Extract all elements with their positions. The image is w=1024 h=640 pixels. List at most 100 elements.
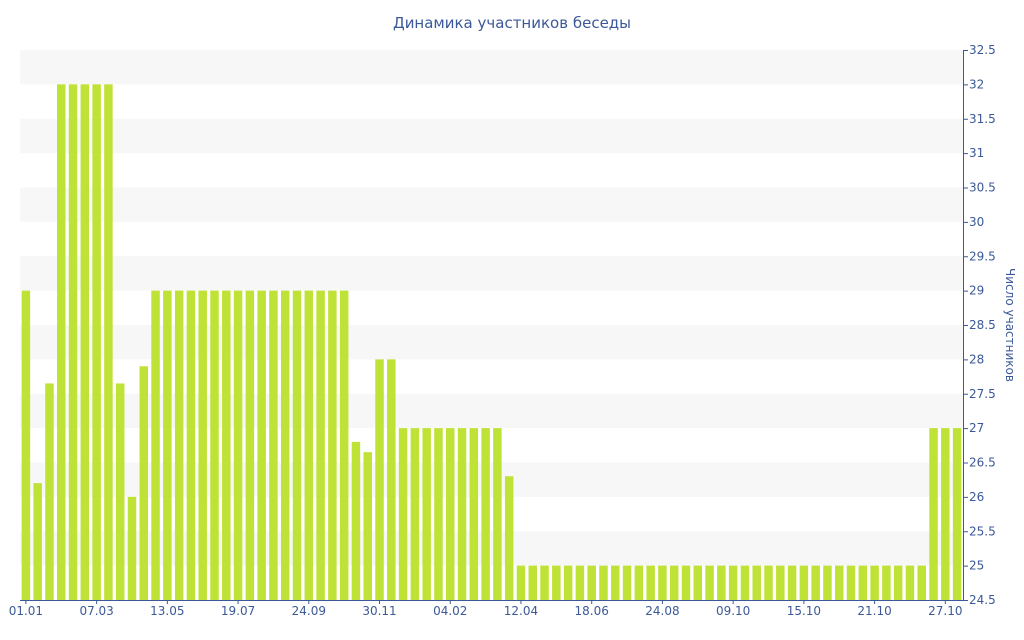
bar [893,565,903,600]
bar [127,496,137,600]
bar [434,428,443,600]
bar [611,565,620,600]
bar [787,565,797,600]
bar [457,428,467,600]
grid-band [20,325,963,360]
bar [339,290,349,600]
y-tick-label: 25 [969,559,984,573]
bar [952,428,962,600]
bar [92,84,101,600]
bar [776,565,785,600]
bar [210,290,219,600]
y-axis-label: Число участников [1003,268,1017,382]
bar [858,565,868,600]
y-tick-label: 24.5 [969,593,996,607]
bar [622,565,632,600]
bar [528,565,537,600]
bar [599,565,608,600]
bar [115,383,125,600]
bar [45,383,54,600]
bar [292,290,302,600]
x-tick-label: 19.07 [221,604,255,618]
bar [717,565,726,600]
bar [469,428,479,600]
grid-band [20,462,963,497]
bar [481,428,490,600]
bar [222,290,231,600]
y-tick-label: 28 [969,352,984,366]
bar [846,565,856,600]
bars [21,84,962,600]
bar [540,565,549,600]
bar [823,565,832,600]
grid-band [20,187,963,222]
bar [446,428,455,600]
bar [351,441,361,600]
bar [917,565,926,600]
x-tick-label: 09.10 [716,604,750,618]
y-tick-label: 27.5 [969,387,996,401]
bar [422,428,431,600]
bar [198,290,207,600]
grid-band [20,393,963,429]
bar [882,565,891,600]
x-tick-label: 07.03 [79,604,113,618]
y-tick-label: 25.5 [969,524,996,538]
y-tick-label: 32.5 [969,43,996,57]
bar [257,290,266,600]
bar [634,565,644,600]
x-tick-label: 21.10 [857,604,891,618]
chart-title: Динамика участников беседы [393,14,631,32]
y-tick-label: 30.5 [969,181,996,195]
bar [870,565,879,600]
x-tick-label: 13.05 [150,604,184,618]
x-tick-label: 24.08 [645,604,679,618]
bar [646,565,655,600]
bar [587,565,596,600]
bar [174,290,184,600]
bar [504,476,514,600]
bar [151,290,160,600]
x-tick-label: 04.02 [433,604,467,618]
bar [104,84,113,600]
bar [764,565,773,600]
bar [552,565,561,600]
bar [139,366,149,600]
bar [493,428,502,600]
bar [516,565,526,600]
bar [410,428,420,600]
grid-band [20,256,963,291]
grid-band [20,50,963,85]
bar [811,565,820,600]
bar [21,290,31,600]
bar [693,565,703,600]
y-tick-label: 30 [969,215,984,229]
bar [304,290,314,600]
bar [728,565,738,600]
bar [658,565,667,600]
bar [363,452,372,600]
bar [740,565,750,600]
bar [280,290,290,600]
grid-band [20,118,963,154]
bar [163,290,172,600]
bar [68,84,78,600]
y-tick-label: 28.5 [969,318,996,332]
bar [57,84,66,600]
bar [752,565,761,600]
x-tick-label: 01.01 [9,604,43,618]
grid-band [20,531,963,566]
x-tick-label: 12.04 [504,604,538,618]
bar [905,565,915,600]
y-ticks: 24.5 25 25.5 26 26.5 27 27.5 28 28.5 29 29.5 30 30.5… [963,43,996,607]
bar [328,290,337,600]
x-tick-label: 18.06 [575,604,609,618]
bar [33,483,42,600]
bar [681,565,691,600]
y-tick-label: 26.5 [969,456,996,470]
x-tick-label: 27.10 [928,604,962,618]
bar [233,290,243,600]
y-tick-label: 29.5 [969,249,996,263]
y-tick-label: 26 [969,490,984,504]
